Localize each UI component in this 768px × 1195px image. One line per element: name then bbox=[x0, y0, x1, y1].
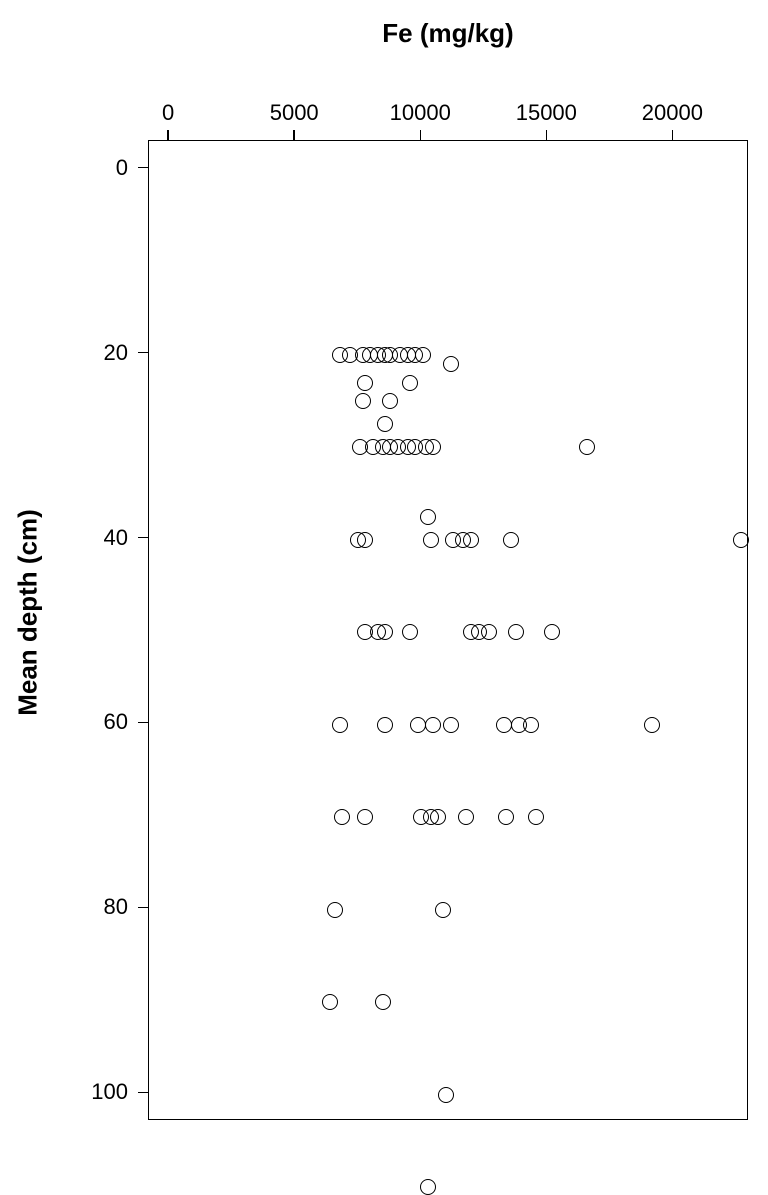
data-point bbox=[463, 532, 479, 548]
data-point bbox=[430, 809, 446, 825]
data-point bbox=[443, 356, 459, 372]
data-point bbox=[481, 624, 497, 640]
data-point bbox=[375, 994, 391, 1010]
x-tick-label: 15000 bbox=[506, 100, 586, 126]
data-point bbox=[402, 624, 418, 640]
x-tick-mark bbox=[546, 130, 548, 140]
data-point bbox=[528, 809, 544, 825]
data-point bbox=[357, 532, 373, 548]
data-point bbox=[496, 717, 512, 733]
x-axis-title: Fe (mg/kg) bbox=[148, 18, 748, 49]
x-tick-label: 20000 bbox=[632, 100, 712, 126]
data-point bbox=[425, 439, 441, 455]
y-tick-mark bbox=[138, 352, 148, 354]
data-point bbox=[357, 809, 373, 825]
data-point bbox=[355, 393, 371, 409]
x-tick-label: 10000 bbox=[380, 100, 460, 126]
data-point bbox=[435, 902, 451, 918]
data-point bbox=[420, 509, 436, 525]
y-tick-mark bbox=[138, 722, 148, 724]
data-point bbox=[498, 809, 514, 825]
data-point bbox=[382, 393, 398, 409]
y-tick-label: 0 bbox=[0, 155, 128, 181]
data-point bbox=[334, 809, 350, 825]
data-point bbox=[644, 717, 660, 733]
data-point bbox=[420, 1179, 436, 1195]
data-point bbox=[458, 809, 474, 825]
y-tick-mark bbox=[138, 907, 148, 909]
y-tick-label: 80 bbox=[0, 894, 128, 920]
y-tick-mark bbox=[138, 537, 148, 539]
data-point bbox=[423, 532, 439, 548]
chart-container: Fe (mg/kg) Mean depth (cm) 0 5000 10000 150… bbox=[0, 0, 768, 1152]
x-tick-mark bbox=[672, 130, 674, 140]
data-point bbox=[438, 1087, 454, 1103]
data-point bbox=[377, 717, 393, 733]
x-tick-mark bbox=[420, 130, 422, 140]
data-point bbox=[327, 902, 343, 918]
x-tick-label: 0 bbox=[128, 100, 208, 126]
x-tick-mark bbox=[293, 130, 295, 140]
data-point bbox=[332, 717, 348, 733]
data-point bbox=[503, 532, 519, 548]
data-point bbox=[402, 375, 418, 391]
data-point bbox=[425, 717, 441, 733]
y-tick-mark bbox=[138, 1092, 148, 1094]
y-tick-label: 60 bbox=[0, 709, 128, 735]
data-point bbox=[410, 717, 426, 733]
data-point bbox=[544, 624, 560, 640]
y-tick-label: 20 bbox=[0, 340, 128, 366]
y-tick-mark bbox=[138, 167, 148, 169]
data-point bbox=[322, 994, 338, 1010]
x-tick-label: 5000 bbox=[254, 100, 334, 126]
data-point bbox=[377, 416, 393, 432]
data-point bbox=[733, 532, 749, 548]
plot-area bbox=[148, 140, 748, 1120]
data-point bbox=[523, 717, 539, 733]
y-axis-title-wrap: Mean depth (cm) bbox=[13, 413, 44, 813]
data-point bbox=[579, 439, 595, 455]
x-tick-mark bbox=[167, 130, 169, 140]
data-point bbox=[415, 347, 431, 363]
data-point bbox=[508, 624, 524, 640]
data-point bbox=[377, 624, 393, 640]
y-tick-label: 40 bbox=[0, 525, 128, 551]
data-point bbox=[357, 375, 373, 391]
data-point bbox=[443, 717, 459, 733]
y-tick-label: 100 bbox=[0, 1079, 128, 1105]
